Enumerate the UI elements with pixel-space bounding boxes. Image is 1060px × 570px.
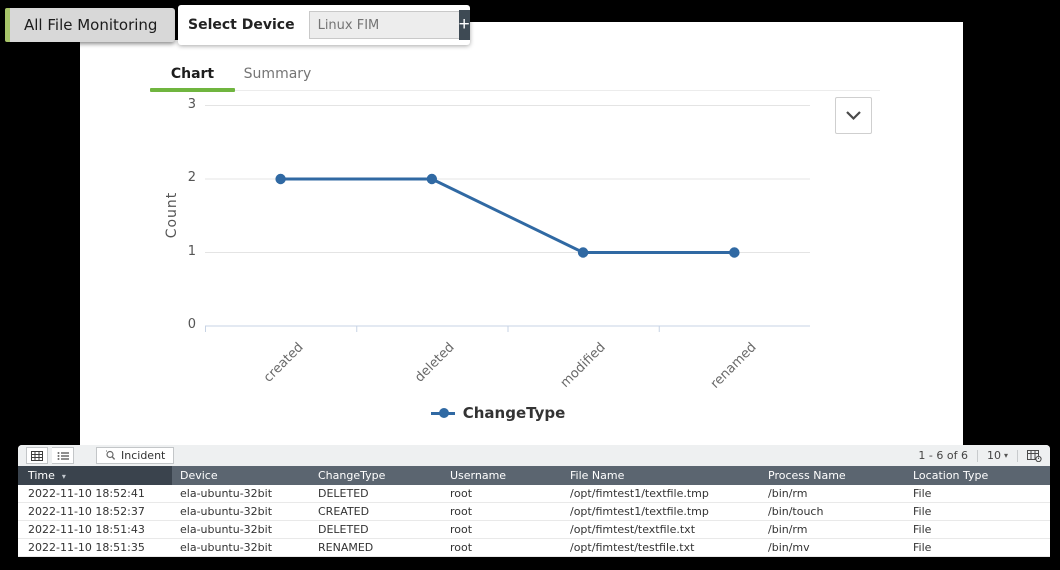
table-cell: DELETED (318, 523, 369, 536)
table-cell: File (913, 487, 932, 500)
data-point[interactable] (729, 247, 740, 258)
table-cell: ela-ubuntu-32bit (180, 541, 273, 554)
incident-table-card: Incident 1 - 6 of 6 10 ▾ (18, 445, 1050, 557)
table-cell: root (450, 505, 473, 518)
collapse-chart-button[interactable] (835, 97, 872, 134)
incident-button-label: Incident (121, 449, 166, 462)
table-cell: root (450, 487, 473, 500)
table-cell: /bin/rm (768, 487, 808, 500)
table-cell: root (450, 523, 473, 536)
table-header-row: Time ▾ Device ChangeType Username File Name Pr… (18, 466, 1050, 485)
y-axis-tick-label: 0 (187, 317, 196, 332)
column-header-time[interactable]: Time ▾ (18, 466, 172, 485)
table-row[interactable]: 2022-11-10 18:52:41 ela-ubuntu-32bit DELET… (18, 485, 1050, 503)
table-row[interactable]: 2022-11-10 18:51:43 ela-ubuntu-32bit DELET… (18, 521, 1050, 539)
column-header-label: Process Name (768, 469, 846, 482)
view-tabs: Chart Summary (150, 62, 880, 92)
toolbar-right: 1 - 6 of 6 10 ▾ (918, 449, 1042, 462)
table-toolbar: Incident 1 - 6 of 6 10 ▾ (18, 445, 1050, 466)
table-cell: /bin/touch (768, 505, 824, 518)
table-cell: DELETED (318, 487, 369, 500)
table-row[interactable]: 2022-11-10 18:52:37 ela-ubuntu-32bit CREAT… (18, 503, 1050, 521)
table-cell: File (913, 541, 932, 554)
table-body: 2022-11-10 18:52:41 ela-ubuntu-32bit DELET… (18, 485, 1050, 557)
table-cell: 2022-11-10 18:51:43 (28, 523, 145, 536)
data-point[interactable] (577, 247, 589, 258)
page-title: All File Monitoring (24, 16, 158, 34)
column-header-label: Time (28, 469, 55, 482)
table-cell: 2022-11-10 18:52:37 (28, 505, 145, 518)
plus-icon: + (458, 14, 470, 35)
table-cell: ela-ubuntu-32bit (180, 523, 273, 536)
table-view-button[interactable] (26, 447, 48, 464)
page-size-caret-icon: ▾ (1003, 451, 1008, 460)
data-point[interactable] (426, 173, 438, 185)
sort-desc-icon: ▾ (61, 472, 66, 481)
table-view-icon (31, 450, 43, 461)
chevron-down-icon (846, 111, 861, 121)
column-header-changetype[interactable]: ChangeType (310, 466, 442, 485)
table-cell: File (913, 523, 932, 536)
incident-button[interactable]: Incident (96, 447, 175, 464)
column-header-username[interactable]: Username (442, 466, 562, 485)
column-header-label: Username (450, 469, 507, 482)
pagination-range: 1 - 6 of 6 (918, 449, 968, 462)
table-cell: /bin/rm (768, 523, 808, 536)
y-axis-tick-label: 3 (187, 96, 196, 112)
series-line (280, 177, 735, 254)
chart-card (80, 40, 963, 445)
column-header-device[interactable]: Device (172, 466, 310, 485)
table-cell: /opt/fimtest1/textfile.tmp (570, 487, 709, 500)
table-cell: root (450, 541, 473, 554)
table-cell: 2022-11-10 18:52:41 (28, 487, 145, 500)
table-cell: ela-ubuntu-32bit (180, 487, 273, 500)
y-axis-tick-label: 1 (187, 243, 196, 259)
legend-item-changetype[interactable]: ChangeType (388, 404, 608, 422)
table-cell: CREATED (318, 505, 370, 518)
legend-label: ChangeType (462, 404, 566, 422)
line-chart (205, 105, 810, 332)
table-cell: ela-ubuntu-32bit (180, 505, 273, 518)
tab-summary-label: Summary (243, 66, 312, 82)
y-axis-tick-label: 2 (187, 170, 196, 185)
column-header-file-name[interactable]: File Name (562, 466, 760, 485)
add-device-button[interactable]: + (458, 10, 470, 40)
divider (1017, 449, 1018, 462)
legend-line-marker-icon (430, 408, 455, 418)
table-cell: /bin/mv (768, 541, 810, 554)
incident-icon (106, 450, 116, 460)
table-cell: /opt/fimtest/textfile.txt (570, 523, 696, 536)
select-device-label: Select Device (188, 17, 295, 33)
tab-chart-label: Chart (170, 66, 215, 82)
data-point[interactable] (275, 173, 286, 185)
device-input[interactable] (308, 11, 459, 39)
divider (976, 449, 978, 462)
table-cell: /opt/fimtest/testfile.txt (570, 541, 695, 554)
table-cell: /opt/fimtest1/textfile.tmp (570, 505, 709, 518)
page-title-tab[interactable]: All File Monitoring (5, 8, 176, 42)
table-cell: 2022-11-10 18:51:35 (28, 541, 145, 554)
table-cell: File (913, 505, 932, 518)
schedule-export-icon[interactable] (1027, 449, 1042, 462)
table-row[interactable]: 2022-11-10 18:51:35 ela-ubuntu-32bit RENAM… (18, 539, 1050, 557)
list-view-button[interactable] (52, 447, 74, 464)
select-device-panel: Select Device + (178, 5, 470, 45)
column-header-label: Location Type (913, 469, 989, 482)
list-view-icon (57, 451, 69, 460)
column-header-location-type[interactable]: Location Type (905, 466, 1050, 485)
y-axis-title: Count (164, 191, 180, 239)
column-header-label: File Name (570, 469, 625, 482)
column-header-process-name[interactable]: Process Name (760, 466, 905, 485)
column-header-label: ChangeType (318, 469, 386, 482)
page-size-value: 10 (986, 449, 1001, 462)
table-cell: RENAMED (318, 541, 374, 554)
tab-summary[interactable]: Summary (235, 62, 320, 90)
tab-chart[interactable]: Chart (150, 62, 235, 92)
column-header-label: Device (180, 469, 218, 482)
page-size-select[interactable]: 10 ▾ (987, 449, 1008, 462)
